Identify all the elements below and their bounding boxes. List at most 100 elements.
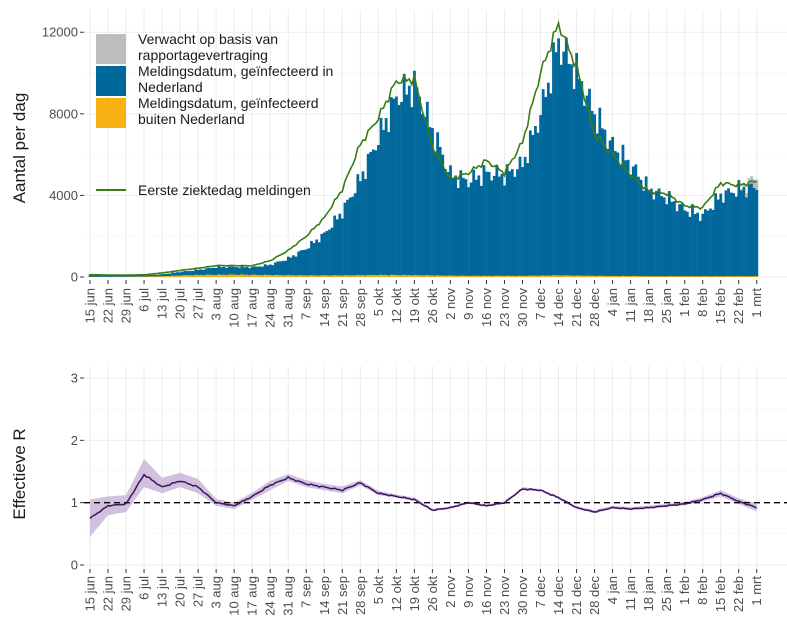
bar-nl (359, 181, 362, 277)
bar-nl (418, 97, 421, 277)
top-x-tick-label: 26 okt (425, 288, 440, 324)
top-x-tick-label: 22 jun (101, 288, 116, 323)
bar-abroad (441, 275, 444, 277)
bar-abroad (282, 275, 285, 277)
bar-abroad (392, 275, 395, 277)
bar-abroad (730, 276, 733, 277)
bar-nl (279, 261, 282, 277)
bar-abroad (604, 276, 607, 277)
bar-abroad (588, 276, 591, 277)
bar-abroad (483, 276, 486, 277)
bar-nl (586, 96, 589, 277)
bar-abroad (467, 276, 470, 277)
bar-abroad (220, 275, 223, 277)
bar-nl (410, 107, 413, 277)
bar-nl (470, 182, 473, 277)
bar-abroad (676, 276, 679, 277)
top-y-tick-label: 4000 (49, 188, 78, 203)
bar-nl (717, 200, 720, 277)
bar-abroad (452, 276, 455, 277)
bar-abroad (542, 275, 545, 277)
bar-nl (447, 172, 450, 277)
bar-nl (745, 197, 748, 277)
bar-nl (449, 165, 452, 277)
top-x-tick-label: 19 okt (407, 288, 422, 324)
bar-abroad (439, 275, 442, 277)
bar-abroad (495, 276, 498, 277)
bar-abroad (609, 276, 612, 277)
bar-abroad (719, 276, 722, 277)
bar-nl (508, 171, 511, 277)
bar-nl (333, 216, 336, 277)
bottom-x-tick-label: 27 jul (191, 576, 206, 607)
bar-nl (341, 219, 344, 277)
bar-abroad (187, 275, 190, 277)
bottom-x-tick-label: 15 feb (713, 576, 728, 612)
bar-nl (624, 160, 627, 277)
top-x-tick-label: 25 jan (659, 288, 674, 323)
bar-abroad (743, 276, 746, 277)
bar-abroad (212, 275, 215, 277)
bar-abroad (410, 275, 413, 277)
bottom-x-tick-label: 28 sep (353, 576, 368, 615)
bar-abroad (671, 276, 674, 277)
top-x-tick-label: 10 aug (227, 288, 242, 328)
bar-abroad (300, 275, 303, 277)
bar-abroad (279, 275, 282, 277)
bar-abroad (503, 276, 506, 277)
bar-abroad (722, 276, 725, 277)
bar-abroad (557, 275, 560, 277)
bar-abroad (591, 276, 594, 277)
bar-abroad (274, 275, 277, 277)
bar-nl (719, 194, 722, 277)
bar-nl (707, 211, 710, 277)
bar-abroad (712, 276, 715, 277)
bar-abroad (292, 275, 295, 277)
bar-abroad (382, 275, 385, 277)
bar-abroad (755, 276, 758, 277)
bar-abroad (640, 276, 643, 277)
bar-abroad (459, 276, 462, 277)
bar-expected (740, 189, 743, 190)
bar-abroad (565, 275, 568, 277)
bar-abroad (310, 275, 313, 277)
legend-key (96, 34, 126, 64)
bar-abroad (611, 276, 614, 277)
bar-nl (457, 188, 460, 277)
bar-abroad (192, 275, 195, 277)
bottom-x-tick-label: 22 feb (731, 576, 746, 612)
bar-nl (302, 250, 305, 277)
bar-nl (686, 212, 689, 277)
bar-abroad (513, 276, 516, 277)
bar-nl (374, 150, 377, 277)
bar-abroad (346, 275, 349, 277)
bottom-x-tick-label: 3 aug (209, 576, 224, 609)
bar-abroad (297, 275, 300, 277)
bar-abroad (217, 274, 220, 277)
bar-abroad (701, 276, 704, 277)
bar-abroad (138, 276, 141, 277)
bar-nl (392, 99, 395, 277)
bar-abroad (493, 276, 496, 277)
bar-abroad (251, 275, 254, 277)
bar-nl (696, 213, 699, 277)
bar-nl (513, 177, 516, 277)
bar-abroad (362, 275, 365, 277)
bar-abroad (266, 275, 269, 277)
bar-nl (547, 83, 550, 277)
bar-abroad (475, 276, 478, 277)
bar-abroad (501, 276, 504, 277)
bottom-x-tick-label: 15 jun (83, 576, 98, 611)
bar-abroad (575, 275, 578, 277)
bar-nl (647, 190, 650, 277)
bar-nl (483, 165, 486, 277)
bar-abroad (233, 275, 236, 277)
bar-nl (665, 204, 668, 277)
bottom-panel-confidence-band (90, 459, 757, 537)
bar-nl (498, 177, 501, 277)
bar-abroad (627, 276, 630, 277)
bar-nl (441, 155, 444, 277)
bottom-x-tick-label: 30 nov (515, 576, 530, 616)
